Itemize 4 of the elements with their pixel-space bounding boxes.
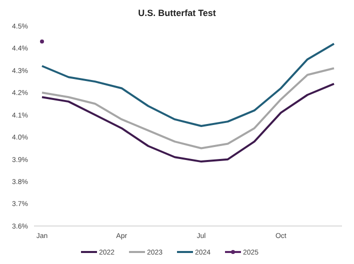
line-series bbox=[41, 82, 335, 163]
line-series bbox=[41, 67, 335, 150]
line-series bbox=[41, 42, 335, 127]
chart-title: U.S. Butterfat Test bbox=[138, 8, 216, 18]
